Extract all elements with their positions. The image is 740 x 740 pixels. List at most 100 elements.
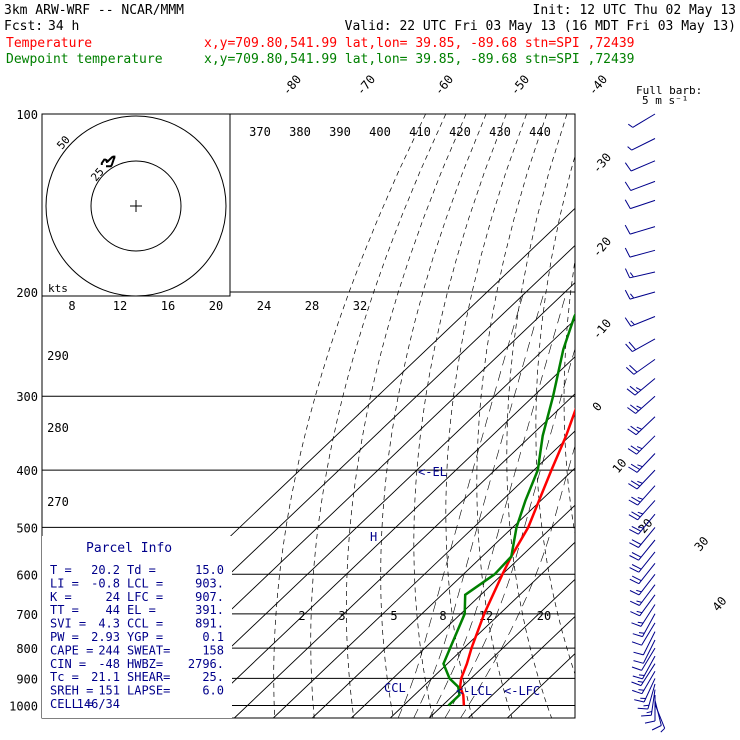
isotherm-line [507, 652, 575, 718]
parcel-info-cell: 44 [106, 603, 120, 617]
isotherm-label: 0 [590, 399, 605, 414]
dry-adiabat [380, 114, 487, 718]
wind-barb [632, 670, 656, 695]
wind-barb [628, 453, 656, 473]
wind-barb [632, 613, 656, 638]
wind-barb [630, 594, 656, 617]
parcel-info-cell: CIN = [50, 657, 86, 671]
parcel-info-cell: EL = [127, 603, 156, 617]
wind-barb [624, 224, 656, 235]
wind-barb [629, 562, 656, 585]
isotherm-line [156, 319, 575, 718]
mixing-ratio-label: 8 [439, 609, 446, 623]
wind-barb [628, 113, 656, 128]
el-marker: <-EL [418, 465, 447, 479]
mixing-ratio-label: 3 [338, 609, 345, 623]
wind-barb [634, 678, 656, 703]
isotherm-line [312, 467, 575, 718]
wind-barb [627, 416, 656, 436]
wind-barb [625, 358, 656, 375]
parcel-info-cell: Tc = [50, 670, 79, 684]
theta-label-top: 390 [329, 125, 351, 139]
wind-barb [651, 700, 662, 731]
dry-adiabat [644, 114, 740, 718]
wind-barb [624, 180, 656, 191]
dry-adiabat [717, 114, 740, 718]
plot-frame [41, 113, 576, 719]
wind-barb [624, 268, 656, 279]
parcel-info-cell: Td = [127, 563, 156, 577]
parcel-info-cell: 391. [195, 603, 224, 617]
lfc-marker: <-LFC [504, 684, 540, 698]
parcel-info-cell: SVI = [50, 617, 86, 631]
wind-barb [628, 500, 656, 521]
isotherm-label: -10 [590, 316, 615, 342]
pressure-label-700: 700 [16, 608, 38, 622]
temperature-legend: Temperature [6, 36, 92, 51]
wind-barb [633, 639, 656, 664]
pressure-label-800: 800 [16, 642, 38, 656]
valid-time: Valid: 22 UTC Fri 03 May 13 (16 MDT Fri … [345, 19, 736, 34]
parcel-info-cell: PW = [50, 630, 79, 644]
parcel-info-cell: -0.8 [91, 576, 120, 590]
wind-barb [624, 247, 656, 258]
pressure-label-500: 500 [16, 521, 38, 535]
theta-label-top: 380 [289, 125, 311, 139]
wind-barb [625, 338, 656, 353]
parcel-info-title: Parcel Info [86, 541, 172, 556]
isotherm-label: -50 [508, 72, 533, 98]
wind-barb [629, 539, 656, 561]
parcel-info-panel: Parcel Info T = 20.2 Td = 15.0 LI = -0.8 LCL =… [42, 536, 232, 718]
wind-legend-value: 5 m s⁻¹ [642, 94, 688, 107]
sounding-profiles [442, 312, 575, 707]
wind-barb [628, 469, 656, 490]
mixing-ratio-label: 20 [537, 609, 551, 623]
theta-label-side: 270 [47, 495, 69, 509]
temperature-profile [458, 407, 575, 706]
hodo-speed-label: 24 [257, 299, 271, 313]
theta-label-top: 420 [449, 125, 471, 139]
moist-adiabat [460, 444, 575, 718]
dry-adiabat [618, 114, 710, 718]
isotherm-label: -80 [280, 72, 305, 98]
hodo-ring-inner [90, 160, 182, 252]
theta-label-side: 290 [47, 349, 69, 363]
wind-barb [631, 663, 656, 687]
parcel-info-cell: 151 [98, 684, 120, 698]
pressure-label-100: 100 [16, 108, 38, 122]
parcel-info-cell: 25. [202, 670, 224, 684]
parcel-info-cell: 2796. [188, 657, 224, 671]
isotherm-line [390, 541, 575, 718]
pressure-label-400: 400 [16, 464, 38, 478]
parcel-info-cell: 20.2 [91, 563, 120, 577]
lcl-marker: <-LCL [456, 684, 492, 698]
parcel-info-cell: 146/34 [77, 697, 120, 711]
parcel-info-cell: 0.1 [202, 630, 224, 644]
isotherm-label: -20 [590, 234, 615, 260]
wind-barb [633, 631, 656, 656]
isotherm-label: -60 [432, 72, 457, 98]
ccl-marker: CCL [384, 681, 406, 695]
init-time: Init: 12 UTC Thu 02 May 13 [533, 3, 737, 18]
parcel-info-cell: YGP = [127, 630, 163, 644]
dry-adiabat [563, 257, 575, 537]
hodo-speed-label: 28 [305, 299, 319, 313]
wind-barb [644, 695, 656, 724]
wind-barb [629, 551, 656, 573]
theta-label-top: 430 [489, 125, 511, 139]
parcel-info-cell: 158 [202, 643, 224, 657]
dewpoint-legend: Dewpoint temperature [6, 52, 163, 67]
isotherm-label: 30 [692, 534, 712, 554]
wind-barb [627, 395, 656, 414]
wind-barb [627, 435, 656, 455]
hodo-speed-label: 20 [209, 299, 223, 313]
isotherm-label: -40 [586, 72, 611, 98]
dry-adiabat [445, 114, 527, 718]
theta-label-top: 400 [369, 125, 391, 139]
isotherm-line [273, 430, 575, 718]
h-marker: H [370, 530, 377, 544]
mixing-ratio-label: 5 [390, 609, 397, 623]
wind-barb [629, 573, 656, 596]
hodograph: 50 25 kts [41, 113, 231, 297]
